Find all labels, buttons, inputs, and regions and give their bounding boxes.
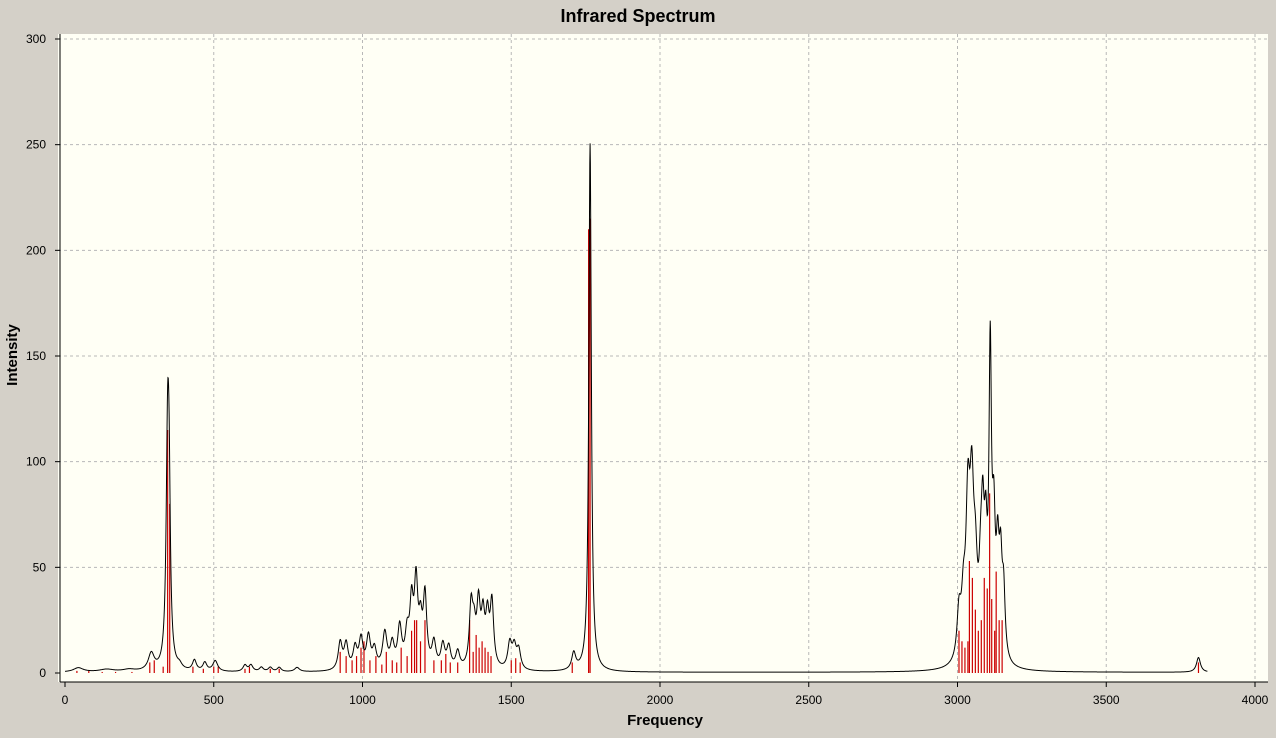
y-tick-label: 250 <box>26 138 46 152</box>
y-tick-label: 300 <box>26 32 46 46</box>
y-tick-label: 200 <box>26 243 46 257</box>
axes: 0 500 1000 1500 2000 2500 3000 3500 4000 0 50 100 15… <box>26 32 1269 707</box>
x-tick-label: 500 <box>204 693 224 707</box>
x-axis-title: Frequency <box>627 712 704 729</box>
x-tick-label: 2000 <box>647 693 674 707</box>
chart-title: Infrared Spectrum <box>560 6 716 26</box>
x-tick-label: 3000 <box>944 693 971 707</box>
y-axis-title: Intensity <box>4 324 21 386</box>
x-tick-label: 2500 <box>795 693 822 707</box>
x-tick-label: 1500 <box>498 693 525 707</box>
stick-series <box>76 218 1200 673</box>
x-tick-label: 0 <box>62 693 69 707</box>
y-tick-label: 150 <box>26 349 46 363</box>
x-tick-label: 4000 <box>1242 693 1269 707</box>
y-tick-label: 0 <box>39 666 46 680</box>
y-tick-label: 50 <box>33 560 47 574</box>
x-tick-label: 1000 <box>349 693 376 707</box>
grid <box>58 34 1268 682</box>
plot-background <box>58 34 1268 682</box>
spectrum-curve <box>64 143 1208 673</box>
y-tick-label: 100 <box>26 455 46 469</box>
x-tick-label: 3500 <box>1093 693 1120 707</box>
